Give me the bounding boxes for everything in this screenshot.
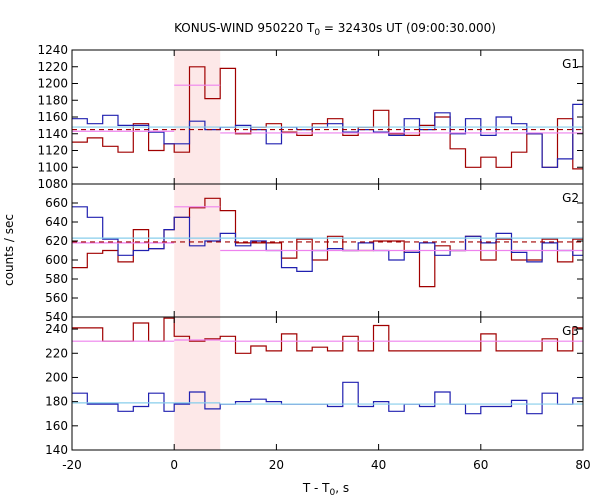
y-tick-label: 600 [45, 253, 68, 267]
y-tick-label: 240 [45, 322, 68, 336]
y-tick-label: 1080 [37, 177, 68, 191]
y-tick-label: 580 [45, 272, 68, 286]
x-tick-label: 20 [269, 458, 284, 472]
panel-g2-series-2 [72, 206, 583, 252]
y-tick-label: 1140 [37, 127, 68, 141]
panel-label: G3 [562, 324, 579, 338]
panel-g1-series-0 [72, 66, 583, 170]
y-tick-label: 660 [45, 196, 68, 210]
y-tick-label: 560 [45, 291, 68, 305]
y-tick-label: 1120 [37, 144, 68, 158]
panel-g3-series-3 [72, 402, 583, 405]
x-tick-label: 60 [473, 458, 488, 472]
y-tick-label: 1220 [37, 60, 68, 74]
panel-g2: 540 560 580 600 620 640 660 G2 [45, 183, 584, 324]
y-tick-label: 180 [45, 395, 68, 409]
y-tick-label: 1160 [37, 110, 68, 124]
x-tick-label: 80 [575, 458, 590, 472]
panel-g2-series-1 [72, 206, 583, 272]
panel-g3-series-2 [72, 339, 583, 342]
y-tick-label: 1180 [37, 93, 68, 107]
panel-g1: 1080 1100 1120 1140 1160 1180 1200 1220 1240 G1 [37, 43, 584, 191]
panel-g3: 140 160 180 200 220 240 G3 [45, 316, 584, 457]
panel-frame [71, 316, 584, 451]
panel-g1-series-2 [72, 84, 583, 134]
y-tick-label: 620 [45, 234, 68, 248]
chart-title: KONUS-WIND 950220 T0 = 32430s UT (09:00:… [174, 21, 496, 38]
y-tick-label: 160 [45, 419, 68, 433]
panel-label: G2 [562, 191, 579, 205]
panel-g3-series-0 [72, 317, 583, 354]
y-tick-label: 1240 [37, 43, 68, 57]
panel-g3-series-1 [72, 381, 583, 415]
panel-g1-series-1 [72, 103, 583, 168]
plot-area: 1080 1100 1120 1140 1160 1180 1200 1220 1240 G1 54… [37, 43, 590, 472]
x-tick-label: 40 [371, 458, 386, 472]
y-tick-label: 1200 [37, 77, 68, 91]
y-tick-label: 140 [45, 443, 68, 457]
panel-label: G1 [562, 57, 579, 71]
x-tick-label: -20 [62, 458, 82, 472]
y-tick-label: 1100 [37, 160, 68, 174]
highlight-band [174, 50, 221, 450]
x-axis-label: T - T0, s [302, 481, 349, 498]
y-tick-label: 640 [45, 215, 68, 229]
y-tick-label: 220 [45, 346, 68, 360]
y-tick-label: 540 [45, 310, 68, 324]
y-tick-label: 200 [45, 370, 68, 384]
x-tick-label: 0 [170, 458, 178, 472]
y-axis-label: counts / sec [2, 214, 16, 286]
